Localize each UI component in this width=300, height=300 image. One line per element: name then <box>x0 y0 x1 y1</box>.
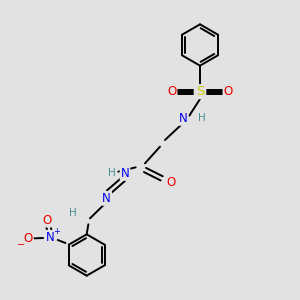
Text: O: O <box>43 214 52 226</box>
Text: +: + <box>53 226 60 236</box>
Text: N: N <box>121 167 129 180</box>
Text: S: S <box>196 85 204 98</box>
Text: H: H <box>108 168 116 178</box>
Text: N: N <box>179 112 188 125</box>
Text: N: N <box>46 231 55 244</box>
Text: O: O <box>167 85 176 98</box>
Text: H: H <box>70 208 77 218</box>
Text: N: N <box>102 192 111 205</box>
Text: O: O <box>224 85 233 98</box>
Text: O: O <box>167 176 176 189</box>
Text: O: O <box>23 232 32 245</box>
Text: H: H <box>198 113 206 123</box>
Text: −: − <box>17 240 26 250</box>
